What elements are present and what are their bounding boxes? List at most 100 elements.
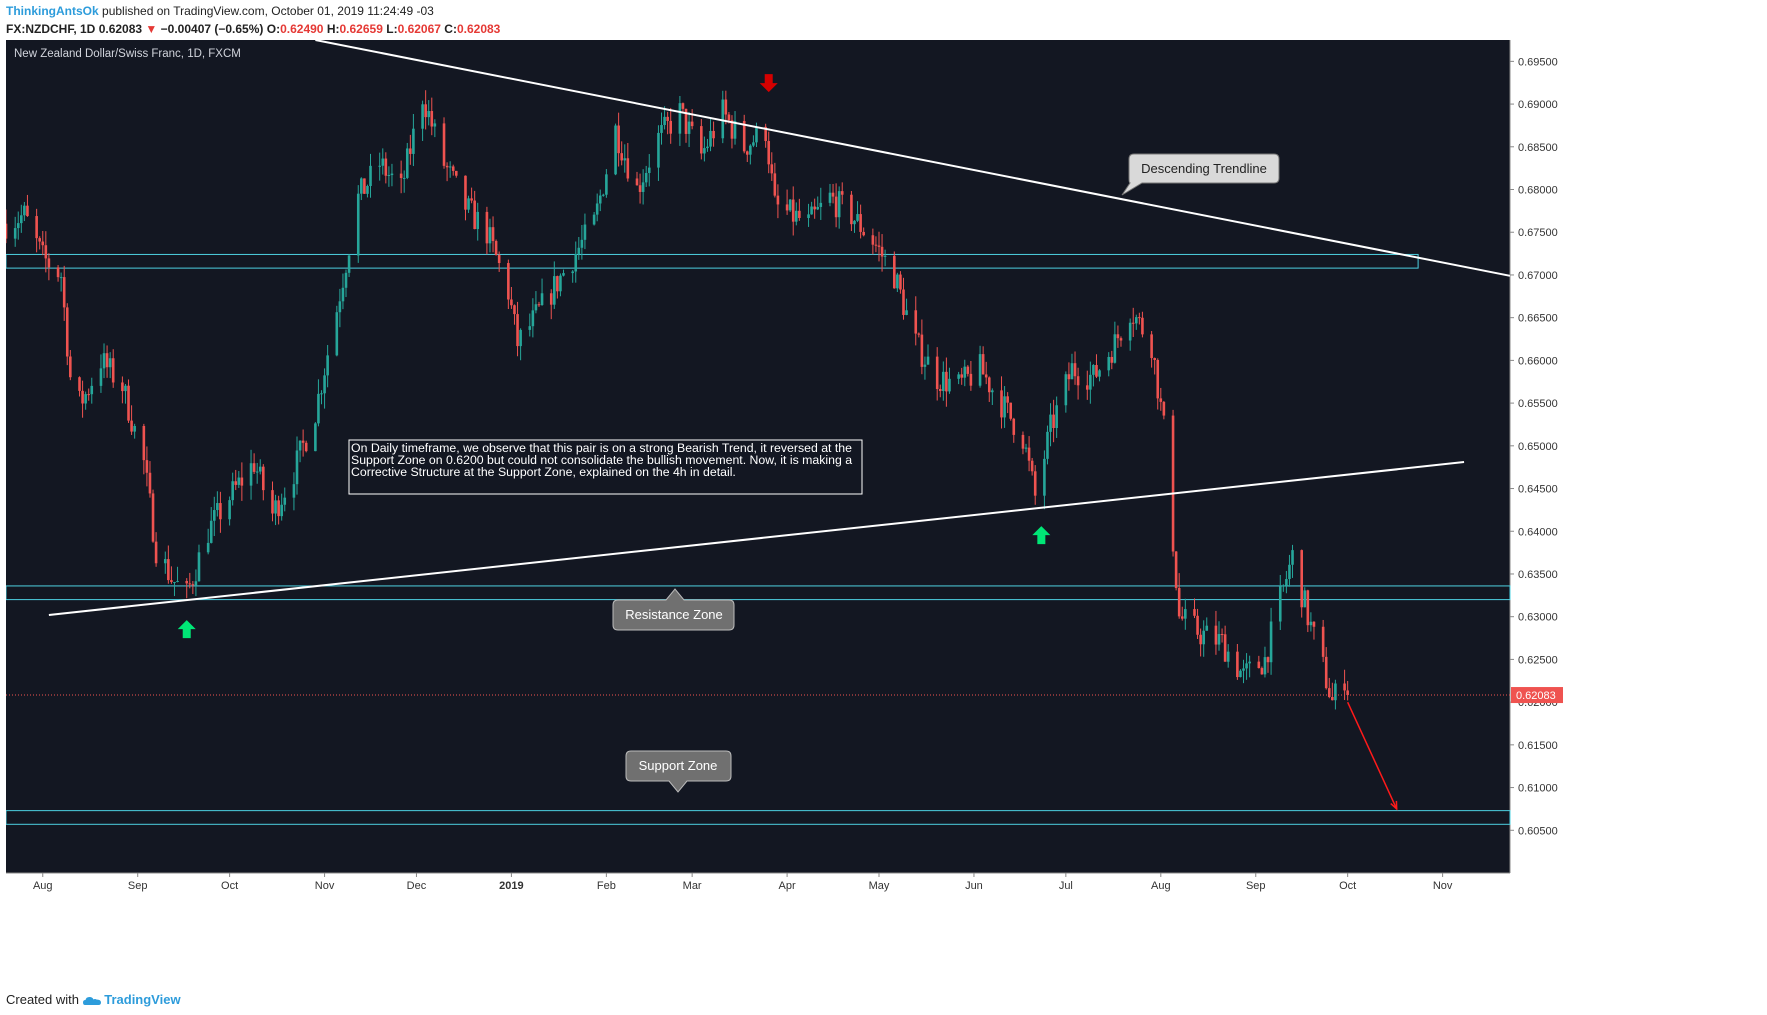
candle-body: [963, 366, 967, 378]
x-tick-label: Aug: [1151, 880, 1171, 892]
candle-body: [828, 192, 832, 203]
candle-body: [304, 442, 308, 452]
candle-body: [905, 310, 908, 315]
candle-body: [644, 172, 648, 183]
candle-body: [1257, 661, 1261, 669]
analysis-note[interactable]: On Daily timeframe, we observe that this…: [348, 439, 863, 495]
candle-body: [360, 178, 363, 194]
candle-body: [626, 158, 630, 179]
candle-body: [614, 125, 617, 175]
support-zone-label: Support Zone: [639, 758, 718, 773]
footer: Created with TradingView: [6, 992, 181, 1007]
tradingview-logo[interactable]: TradingView: [82, 992, 181, 1007]
y-tick-label: 0.60500: [1518, 825, 1558, 837]
chart-panel[interactable]: 0.69500 0.69000 0.68500 0.68000 0.67500 0.670…: [6, 40, 1708, 980]
candle-body: [574, 253, 578, 272]
candle-body: [810, 206, 813, 215]
descending-trendline: [315, 40, 1511, 277]
candle-body: [540, 293, 544, 305]
candle-body: [577, 247, 581, 254]
support-zone-callout[interactable]: Support Zone: [625, 750, 732, 793]
candle-body: [476, 211, 480, 230]
candle-body: [451, 166, 455, 171]
candle-body: [1205, 625, 1209, 631]
price-chart[interactable]: 0.69500 0.69000 0.68500 0.68000 0.67500 0.670…: [6, 40, 1708, 980]
x-tick-label: Jul: [1059, 880, 1073, 892]
x-tick-label: Apr: [779, 880, 796, 892]
candle-body: [127, 385, 130, 421]
candle-body: [840, 191, 844, 195]
price-axis[interactable]: [1510, 40, 1708, 980]
candle-body: [807, 214, 810, 218]
ascending-trendline: [48, 461, 1465, 616]
y-tick-label: 0.63000: [1518, 612, 1558, 624]
resistance-zone-callout[interactable]: Resistance Zone: [612, 588, 735, 631]
candle-body: [356, 193, 360, 256]
candle-body: [1269, 621, 1273, 663]
y-tick-label: 0.61500: [1518, 740, 1558, 752]
candle-body: [1098, 370, 1101, 377]
time-axis[interactable]: [6, 873, 1510, 980]
candle-body: [274, 500, 277, 514]
up-arrow-icon: [1032, 526, 1051, 545]
author-link[interactable]: ThinkingAntsOk: [6, 4, 99, 18]
candle-body: [470, 198, 473, 201]
candle-body: [798, 210, 801, 218]
candle-body: [862, 231, 865, 236]
candle-body: [1095, 364, 1098, 377]
candle-body: [314, 423, 317, 452]
candle-body: [1291, 550, 1294, 565]
open-value: 0.62490: [280, 22, 324, 36]
candle-body: [41, 241, 45, 246]
candle-body: [853, 220, 856, 225]
descending-trendline-callout[interactable]: Descending Trendline: [1121, 153, 1280, 196]
trendlines-layer: [6, 40, 1511, 811]
candle-body: [534, 304, 538, 311]
candle-body: [384, 158, 388, 176]
candle-body: [917, 333, 921, 335]
candle-body: [571, 271, 574, 274]
candle-body: [234, 481, 238, 485]
high-label: H:: [326, 22, 340, 36]
candle-body: [1282, 585, 1285, 587]
candle-body: [1236, 651, 1239, 678]
candle-body: [1248, 661, 1251, 664]
candle-body: [26, 205, 29, 217]
candle-body: [945, 371, 948, 392]
tradingview-brand: TradingView: [104, 992, 181, 1007]
y-tick-label: 0.61000: [1518, 783, 1558, 795]
candle-body: [1052, 414, 1055, 429]
candle-body: [1055, 405, 1058, 429]
candle-body: [145, 460, 149, 473]
candle-body: [883, 255, 887, 257]
candle-body: [1159, 398, 1163, 402]
candle-body: [1134, 317, 1138, 324]
candle-body: [617, 125, 620, 154]
candle-body: [485, 211, 489, 244]
candle-body: [791, 199, 795, 222]
candle-body: [390, 173, 394, 176]
candle-body: [519, 329, 522, 347]
candle-body: [709, 130, 712, 147]
candle-body: [874, 244, 878, 246]
candle-body: [341, 287, 345, 302]
candle-body: [620, 153, 623, 161]
candle-body: [142, 425, 146, 461]
candle-body: [1260, 668, 1264, 675]
close-label: C:: [444, 22, 457, 36]
header-line-1: ThinkingAntsOk published on TradingView.…: [6, 2, 1756, 20]
candle-body: [767, 141, 771, 165]
candle-body: [1300, 550, 1304, 608]
candle-body: [1000, 390, 1003, 418]
x-tick-label: Oct: [1339, 880, 1356, 892]
candle-body: [850, 194, 853, 225]
candle-body: [283, 497, 287, 505]
candle-body: [252, 463, 256, 472]
candle-body: [978, 354, 982, 386]
candle-body: [562, 273, 565, 276]
candle-body: [347, 255, 351, 273]
y-tick-label: 0.66500: [1518, 313, 1558, 325]
markers-layer: [177, 74, 1051, 639]
candle-body: [647, 167, 651, 173]
x-tick-label: Feb: [597, 880, 616, 892]
